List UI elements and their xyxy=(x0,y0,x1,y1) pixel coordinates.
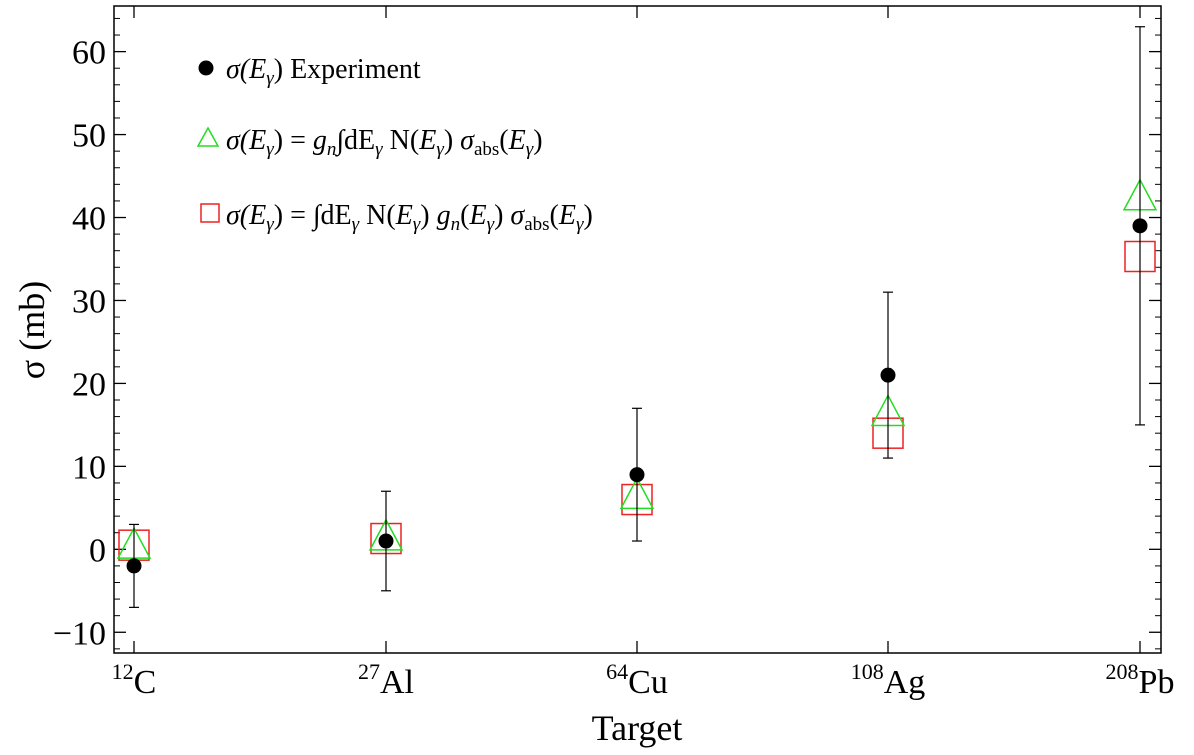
experiment-point-cu xyxy=(629,467,645,483)
element-symbol: Cu xyxy=(628,664,668,701)
legend-entry-experiment: σ(Eγ) Experiment xyxy=(198,54,421,89)
legend-label-part: N( xyxy=(359,200,396,231)
experiment-point-c xyxy=(126,558,142,574)
legend-label-part: σ xyxy=(460,125,475,156)
legend-label-part: n xyxy=(327,139,337,160)
mass-number: 108 xyxy=(851,659,884,684)
legend-label-part: σ( xyxy=(226,200,251,231)
legend-label-part: ) = ∫dE xyxy=(274,200,352,232)
series-layer xyxy=(116,26,1158,608)
experiment-point-pb xyxy=(1132,218,1148,234)
legend-entry-gn_constant: σ(Eγ) = gn∫dEγ N(Eγ) σabs(Eγ) xyxy=(196,125,543,160)
legend-label: σ(Eγ) Experiment xyxy=(226,54,421,89)
legend-label-part: ) xyxy=(533,125,542,156)
legend-label-part: n xyxy=(451,214,461,235)
legend-label-part: ) xyxy=(583,200,592,231)
legend-label-part: γ xyxy=(487,214,495,235)
y-tick-label: 10 xyxy=(72,449,106,486)
legend-label-part: γ xyxy=(413,214,421,235)
legend-entry-gn_energy_dependent: σ(Eγ) = ∫dEγ N(Eγ) gn(Eγ) σabs(Eγ) xyxy=(200,200,593,235)
legend-label-part: σ xyxy=(510,200,525,231)
legend-label-part: ( xyxy=(460,200,469,231)
legend-label-part: γ xyxy=(266,68,274,89)
legend-label-part: ∫dE xyxy=(334,125,375,157)
legend-label-part: γ xyxy=(266,214,274,235)
mass-number: 27 xyxy=(358,659,380,684)
legend-label-part: abs xyxy=(524,214,549,235)
legend-label-part: abs xyxy=(474,139,499,160)
legend-square-marker xyxy=(200,203,220,223)
legend-label-part: E xyxy=(248,54,266,85)
legend-label-part: σ( xyxy=(226,125,251,156)
legend-label-part: E xyxy=(468,200,486,231)
x-tick-label-c: 12C xyxy=(112,659,157,701)
legend-label-part: E xyxy=(418,125,436,156)
element-symbol: C xyxy=(134,664,157,701)
x-axis: 12C 27Al 64Cu 108Ag 208Pb xyxy=(112,6,1175,701)
legend-label-part: γ xyxy=(436,139,444,160)
legend-label-part: γ xyxy=(352,214,360,235)
y-tick-label: 30 xyxy=(72,283,106,320)
x-tick-label-al: 27Al xyxy=(358,659,414,701)
experiment-point-al xyxy=(378,533,394,549)
legend-circle-marker xyxy=(198,60,214,76)
y-axis-title: σ (mb) xyxy=(12,281,52,379)
legend-label-part: ) xyxy=(420,200,436,231)
legend-label-part: γ xyxy=(526,139,534,160)
mass-number: 64 xyxy=(606,659,628,684)
legend-label-part: N( xyxy=(383,125,420,156)
y-tick-label: 40 xyxy=(72,201,106,238)
legend-label-part: E xyxy=(508,125,526,156)
legend-label-part: g xyxy=(437,200,451,231)
element-symbol: Pb xyxy=(1139,664,1175,701)
legend-label: σ(Eγ) = gn∫dEγ N(Eγ) σabs(Eγ) xyxy=(226,125,543,160)
legend-label-part: γ xyxy=(375,139,383,160)
y-tick-label: 20 xyxy=(72,366,106,403)
legend-label-part: E xyxy=(395,200,413,231)
legend-label-part: E xyxy=(248,200,266,231)
y-axis: −10 0 10 20 30 40 50 60 xyxy=(53,17,1161,652)
plot-frame xyxy=(113,5,1162,654)
element-symbol: Ag xyxy=(884,664,926,701)
x-tick-label-pb: 208Pb xyxy=(1106,659,1175,701)
legend-label-part: ) xyxy=(444,125,460,156)
legend-label-part: ( xyxy=(499,125,508,156)
y-tick-label: −10 xyxy=(53,615,106,652)
mass-number: 12 xyxy=(112,659,134,684)
legend-triangle-marker xyxy=(196,126,220,147)
legend-label-part: γ xyxy=(266,139,274,160)
legend-label-part: E xyxy=(558,200,576,231)
legend-label-part: ) xyxy=(494,200,510,231)
x-tick-label-cu: 64Cu xyxy=(606,659,668,701)
mass-number: 208 xyxy=(1106,659,1139,684)
legend-label-part: ( xyxy=(550,200,559,231)
x-axis-title: Target xyxy=(592,708,683,748)
legend-label-part: γ xyxy=(576,214,584,235)
legend-label-part: E xyxy=(248,125,266,156)
legend-label-part: ) = xyxy=(274,125,313,156)
legend-label-part: g xyxy=(313,125,327,156)
experiment-point-ag xyxy=(880,367,896,383)
legend-label: σ(Eγ) = ∫dEγ N(Eγ) gn(Eγ) σabs(Eγ) xyxy=(226,200,593,235)
series-experiment xyxy=(126,26,1148,608)
y-tick-label: 50 xyxy=(72,118,106,155)
element-symbol: Al xyxy=(380,664,414,701)
legend-label-part: ) Experiment xyxy=(274,54,421,85)
y-tick-label: 0 xyxy=(89,532,106,569)
y-tick-label: 60 xyxy=(72,35,106,72)
legend-label-part: σ( xyxy=(226,54,251,85)
x-tick-label-ag: 108Ag xyxy=(851,659,926,701)
